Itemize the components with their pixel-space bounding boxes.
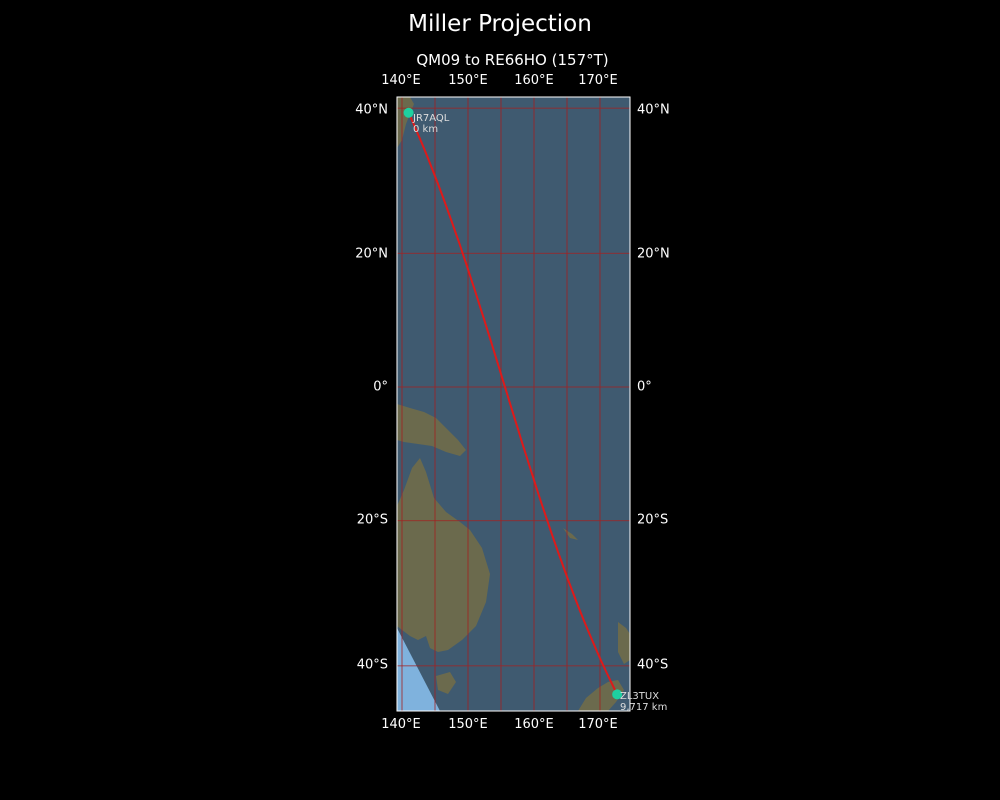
lat-tick-left-40n: 40°N (355, 102, 388, 118)
ice-region (397, 628, 440, 711)
lat-tick-left-0: 0° (373, 379, 388, 395)
land-new-guinea (397, 404, 466, 456)
lon-tick-bottom-170: 170°E (578, 717, 618, 732)
lat-tick-right-20n: 20°N (637, 246, 670, 262)
start-station-call: JR7AQL (413, 113, 450, 124)
lat-tick-left-20n: 20°N (355, 246, 388, 262)
lat-tick-right-20s: 20°S (637, 512, 669, 528)
lat-tick-right-40s: 40°S (637, 657, 669, 673)
map-frame (396, 96, 631, 712)
lat-tick-right-40n: 40°N (637, 102, 670, 118)
lon-tick-top-140: 140°E (381, 73, 421, 88)
lon-tick-top-160: 160°E (514, 73, 554, 88)
start-station-distance: 0 km (413, 124, 439, 135)
lat-tick-left-20s: 20°S (356, 512, 388, 528)
end-station-label: ZL3TUX 9,717 km (620, 691, 667, 713)
end-station-marker (612, 689, 623, 700)
lon-tick-bottom-150: 150°E (448, 717, 488, 732)
land-australia (397, 458, 490, 652)
lat-tick-left-40s: 40°S (356, 657, 388, 673)
map-subtitle: QM09 to RE66HO (157°T) (416, 51, 609, 69)
end-station-call: ZL3TUX (620, 691, 660, 702)
land-nz-north (618, 622, 630, 664)
lon-tick-top-150: 150°E (448, 73, 488, 88)
lat-tick-right-0: 0° (637, 379, 652, 395)
end-station-distance: 9,717 km (620, 702, 668, 713)
lon-tick-bottom-160: 160°E (514, 717, 554, 732)
map-title: Miller Projection (408, 11, 592, 37)
land-tasmania (436, 672, 456, 694)
graticule (397, 97, 630, 711)
lon-tick-top-170: 170°E (578, 73, 618, 88)
start-station-label: JR7AQL 0 km (413, 113, 449, 135)
great-circle-path (407, 112, 619, 695)
lon-tick-bottom-140: 140°E (381, 717, 421, 732)
land-nz-south (578, 680, 624, 711)
start-station-marker (403, 107, 414, 118)
